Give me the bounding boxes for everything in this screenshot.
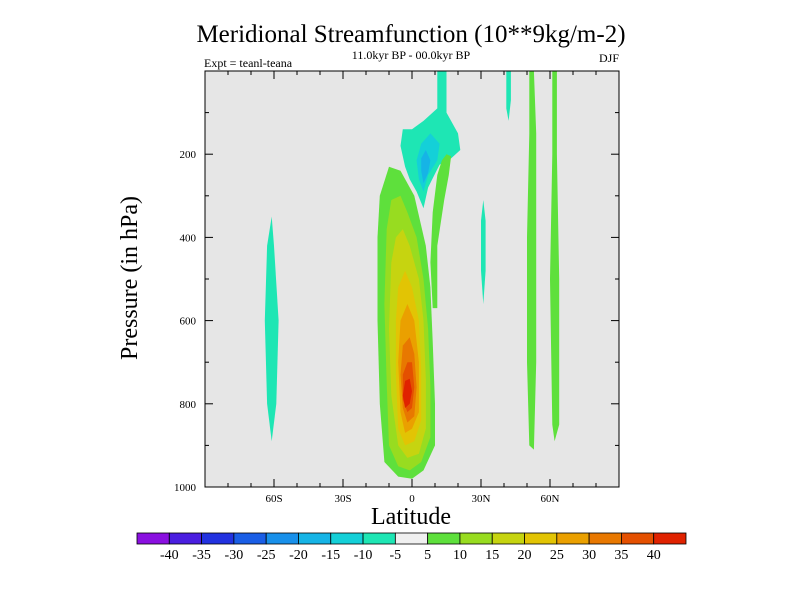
colorbar-swatch — [621, 532, 655, 545]
contour-equatorial-plus40 — [402, 378, 412, 408]
y-tick-label: 800 — [180, 399, 197, 411]
colorbar-label: -5 — [390, 548, 402, 563]
chart-subtitle: 11.0kyr BP - 00.0kyr BP — [352, 48, 471, 62]
colorbar-swatch — [459, 532, 493, 545]
contour-nh-62-plus5 — [550, 71, 560, 442]
colorbar-swatch — [298, 532, 332, 545]
colorbar-swatch — [588, 532, 622, 545]
colorbar-label: 35 — [614, 548, 628, 563]
x-tick-label: 30N — [472, 493, 491, 505]
contour-nh-15-plus5 — [430, 154, 452, 309]
colorbar-swatch — [168, 532, 202, 545]
colorbar-swatch — [653, 532, 687, 545]
y-tick-label: 400 — [180, 232, 197, 244]
x-tick-label: 60S — [265, 493, 282, 505]
colorbar-label: 15 — [485, 548, 499, 563]
x-tick-label: 30S — [334, 493, 351, 505]
contour-layer — [264, 71, 560, 479]
y-axis-label: Pressure (in hPa) — [117, 196, 143, 360]
colorbar-label: -15 — [321, 548, 340, 563]
contour-nh-42-minus5 — [506, 71, 511, 121]
colorbar-label: -40 — [160, 548, 179, 563]
contour-nh-upper-minus15 — [421, 150, 431, 184]
colorbar-swatch — [524, 532, 558, 545]
colorbar-swatch — [394, 532, 429, 545]
y-tick-label: 600 — [180, 316, 197, 328]
colorbar-label: 10 — [453, 548, 467, 563]
season-label: DJF — [599, 51, 619, 65]
contour-sh-60-positive-band — [264, 216, 279, 442]
contour-nh-30-minus5 — [481, 200, 486, 304]
chart-title: Meridional Streamfunction (10**9kg/m-2) — [196, 21, 625, 48]
y-tick-label: 200 — [180, 149, 197, 161]
colorbar-swatch — [265, 532, 299, 545]
x-tick-label: 60N — [541, 493, 560, 505]
axis-ticks: 60S 30S 0 30N 60N 200 400 600 800 1000 — [174, 71, 619, 505]
colorbar-swatch — [136, 532, 170, 545]
colorbar-label: -25 — [257, 548, 276, 563]
x-tick-label: 0 — [409, 493, 415, 505]
colorbar-swatch — [330, 532, 364, 545]
x-axis-label: Latitude — [371, 504, 451, 530]
colorbar-label: 25 — [550, 548, 564, 563]
colorbar-label: -35 — [192, 548, 211, 563]
contour-nh-52-plus5 — [527, 71, 537, 450]
colorbar-swatch — [427, 532, 461, 545]
colorbar-swatch — [233, 532, 267, 545]
colorbar-swatch — [491, 532, 525, 545]
colorbar-label: 5 — [424, 548, 431, 563]
y-tick-label: 1000 — [174, 482, 197, 494]
colorbar-label: 20 — [518, 548, 532, 563]
colorbar-label: -30 — [225, 548, 244, 563]
colorbar-label: -20 — [289, 548, 308, 563]
colorbar-label: 30 — [582, 548, 596, 563]
colorbar-swatch — [556, 532, 590, 545]
colorbar-label: 40 — [647, 548, 661, 563]
colorbar-label: -10 — [354, 548, 373, 563]
colorbar-swatch — [362, 532, 396, 545]
colorbar-swatch — [201, 532, 235, 545]
colorbar: -40 -35 -30 -25 -20 -15 -10 -5 5 10 15 20 25 30 35 40 — [136, 532, 687, 563]
experiment-label: Expt = teanl-teana — [204, 56, 293, 70]
